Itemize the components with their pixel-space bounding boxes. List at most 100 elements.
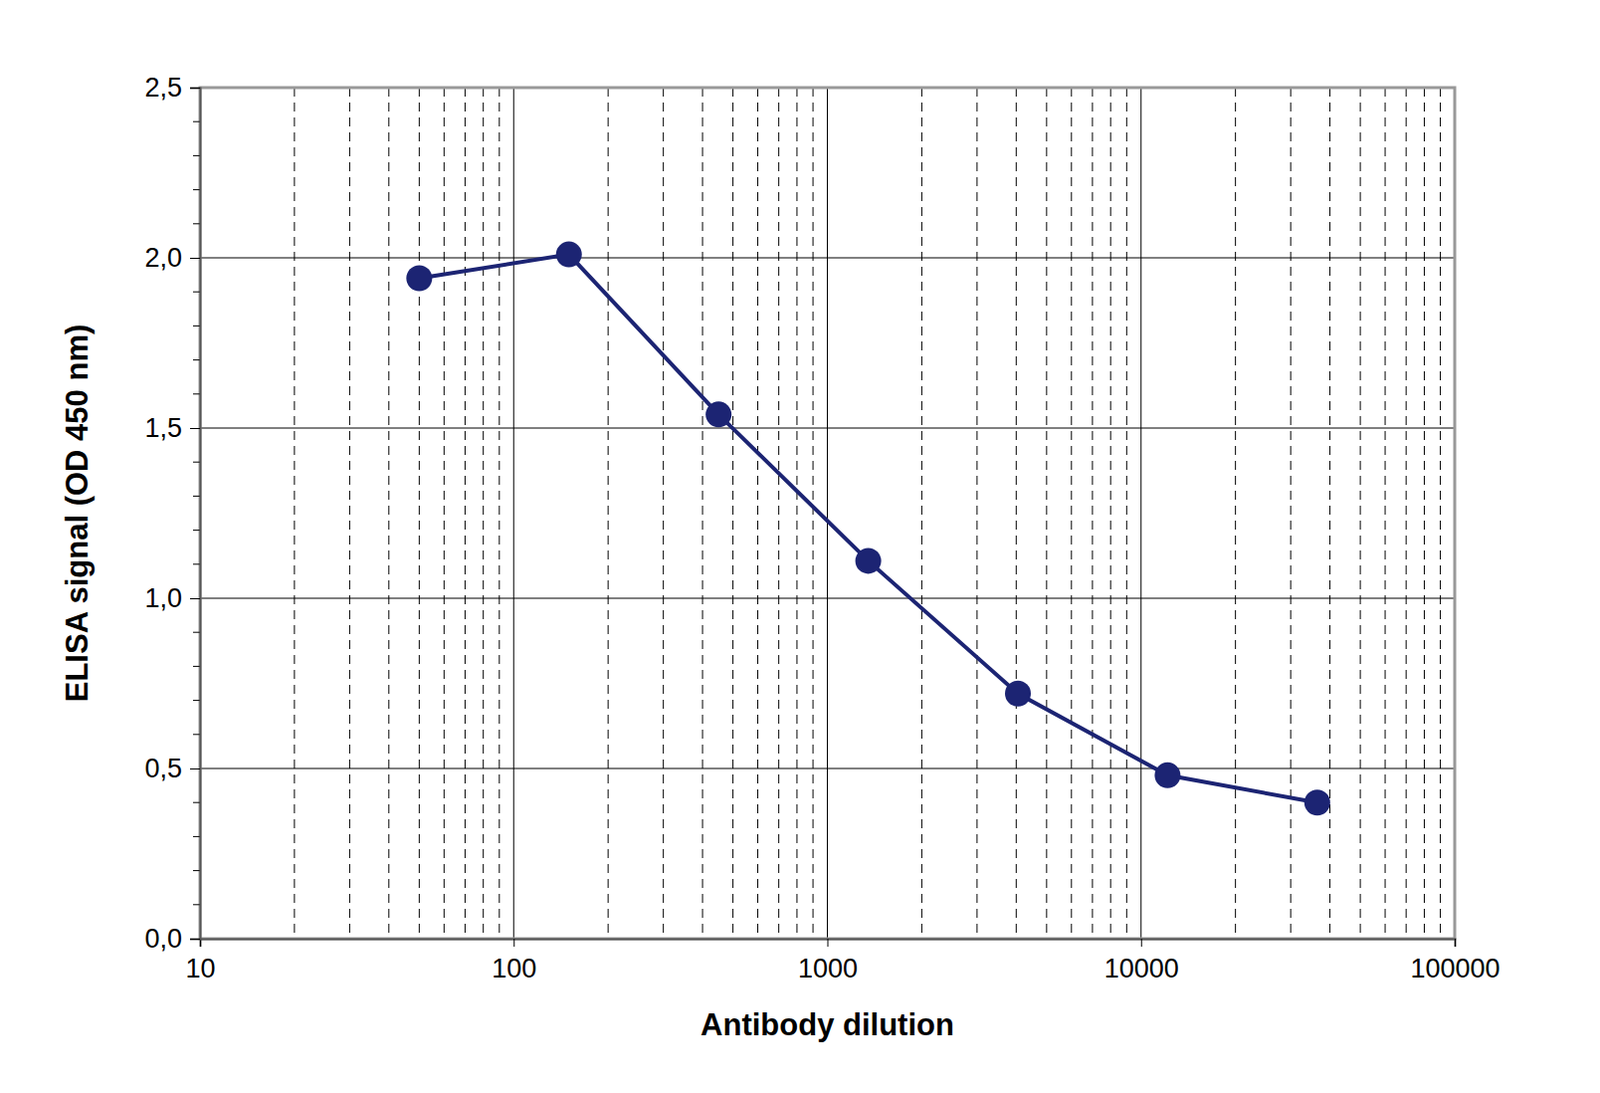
grid-line: [826, 87, 828, 939]
grid-line: [200, 768, 1455, 770]
minor-grid-line: [1405, 87, 1407, 939]
minor-tick: [193, 325, 200, 327]
data-point: [705, 400, 732, 427]
minor-tick: [193, 393, 200, 395]
minor-grid-line: [1126, 87, 1128, 939]
minor-grid-line: [1423, 87, 1425, 939]
tick-mark: [513, 938, 515, 947]
minor-grid-line: [732, 87, 734, 939]
plot: 101001000100001000000,00,51,01,52,02,5: [144, 72, 1500, 984]
tick-label: 1000: [798, 953, 858, 984]
tick-label: 100000: [1409, 953, 1500, 984]
minor-tick: [193, 155, 200, 157]
tick-mark: [827, 938, 829, 947]
tick: 1000: [798, 938, 858, 984]
tick-mark: [190, 427, 200, 429]
axis-line: [200, 939, 1456, 948]
minor-tick: [193, 189, 200, 191]
minor-tick: [193, 121, 200, 123]
data: [405, 241, 1330, 816]
grid-line: [200, 598, 1455, 600]
minor-tick: [193, 291, 200, 293]
tick-mark: [190, 938, 200, 940]
tick-mark: [190, 768, 200, 770]
tick-label: 100: [491, 953, 537, 984]
minor-tick: [193, 699, 200, 701]
minor-grid-line: [757, 87, 759, 939]
data-point: [1004, 680, 1031, 707]
minor-grid-line: [1385, 87, 1387, 939]
tick-mark: [1454, 938, 1456, 947]
tick-mark: [190, 598, 200, 600]
tick-label: 1,0: [144, 583, 183, 613]
tick-label: 10: [185, 953, 215, 984]
minor-grid-line: [482, 87, 484, 939]
chart: 101001000100001000000,00,51,01,52,02,5An…: [0, 0, 1600, 1093]
tick-label: 0,5: [144, 753, 183, 784]
minor-grid-line: [921, 87, 923, 939]
minor-grid-line: [662, 87, 664, 939]
tick-label: 2,5: [144, 72, 183, 103]
data-line: [418, 254, 1317, 803]
tick: 0,0: [144, 923, 200, 954]
minor-tick: [193, 563, 200, 565]
tick-label: 0,0: [144, 923, 183, 954]
tick: 1,5: [144, 412, 200, 443]
x-axis-title: Antibody dilution: [700, 1006, 955, 1042]
tick-mark: [190, 257, 200, 259]
grid-line: [1140, 87, 1142, 939]
tick: 2,0: [144, 242, 200, 273]
minor-grid-line: [812, 87, 814, 939]
tick: 10: [185, 938, 215, 984]
tick: 0,5: [144, 753, 200, 784]
grid-line: [200, 427, 1455, 429]
tick-label: 1,5: [144, 412, 183, 443]
data-point: [855, 547, 882, 574]
minor-grid-line: [778, 87, 780, 939]
minor-grid-line: [607, 87, 609, 939]
minor-tick: [193, 529, 200, 531]
minor-grid-line: [464, 87, 466, 939]
grid-line: [513, 87, 515, 939]
minor-tick: [193, 869, 200, 871]
minor-tick: [193, 903, 200, 905]
minor-tick: [193, 835, 200, 837]
minor-grid-line: [1110, 87, 1112, 939]
minor-grid-line: [349, 87, 351, 939]
minor-grid-line: [1234, 87, 1236, 939]
plot-frame: [200, 87, 1455, 939]
minor-tick: [193, 495, 200, 497]
x-axis: 10100100010000100000: [185, 938, 1500, 984]
tick-mark: [190, 87, 200, 89]
minor-grid-line: [1439, 87, 1441, 939]
tick: 100000: [1409, 938, 1500, 984]
minor-tick: [193, 733, 200, 735]
minor-grid-line: [796, 87, 798, 939]
minor-grid-line: [388, 87, 390, 939]
minor-grid-line: [976, 87, 978, 939]
minor-grid-line: [702, 87, 704, 939]
minor-grid-line: [1070, 87, 1072, 939]
minor-grid-line: [498, 87, 500, 939]
minor-tick: [193, 631, 200, 633]
data-point: [1304, 789, 1331, 815]
minor-tick: [193, 359, 200, 361]
axis-line: [190, 88, 201, 940]
y-axis-title: ELISA signal (OD 450 nm): [59, 324, 95, 703]
grid: [200, 87, 1455, 939]
minor-grid-line: [1015, 87, 1017, 939]
minor-grid-line: [1329, 87, 1331, 939]
tick: 2,5: [144, 72, 200, 103]
minor-tick: [193, 461, 200, 463]
minor-grid-line: [1091, 87, 1093, 939]
minor-tick: [193, 222, 200, 224]
data-point: [556, 241, 583, 268]
minor-grid-line: [1045, 87, 1047, 939]
tick-mark: [1141, 938, 1143, 947]
data-point: [405, 265, 432, 292]
minor-grid-line: [443, 87, 445, 939]
tick-label: 2,0: [144, 242, 183, 273]
tick: 100: [491, 938, 537, 984]
minor-grid-line: [418, 87, 420, 939]
minor-grid-line: [1360, 87, 1362, 939]
